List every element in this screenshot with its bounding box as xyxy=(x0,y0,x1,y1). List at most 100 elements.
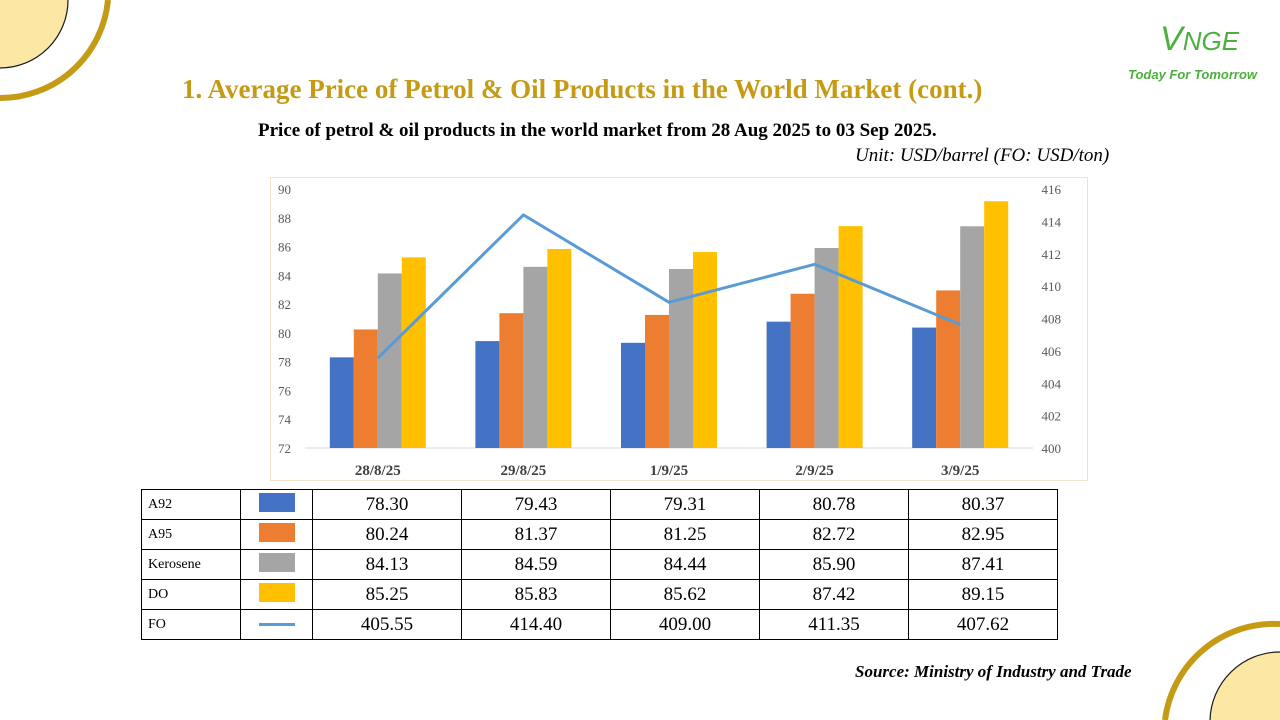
legend-key-cell xyxy=(240,609,313,640)
series-label: FO xyxy=(141,609,241,640)
line-series-fo xyxy=(376,213,961,360)
y-right-tick-label: 408 xyxy=(1042,312,1062,327)
legend-swatch-a95 xyxy=(258,522,295,542)
bar-a95-1 xyxy=(499,313,524,448)
table-cell: 85.83 xyxy=(461,579,611,610)
page-title: 1. Average Price of Petrol & Oil Product… xyxy=(182,74,983,104)
series-label: A92 xyxy=(141,489,241,520)
x-tick-label: 28/8/25 xyxy=(355,463,401,479)
bar-do-0 xyxy=(401,257,426,448)
table-cell: 409.00 xyxy=(610,609,760,640)
y-right-tick-label: 406 xyxy=(1042,344,1062,359)
y-right-tick-label: 410 xyxy=(1042,279,1062,294)
bar-do-1 xyxy=(547,249,572,448)
table-cell: 87.42 xyxy=(759,579,909,610)
table-cell: 85.62 xyxy=(610,579,760,610)
table-cell: 80.78 xyxy=(759,489,909,520)
combo-chart: 72 74 76 78 80 82 84 86 88 90 400 402 404 406 408 410 41… xyxy=(278,182,1062,479)
table-cell: 411.35 xyxy=(759,609,909,640)
table-row: Kerosene 84.13 84.59 84.44 85.90 87.41 xyxy=(141,549,1058,580)
y-right-tick-label: 416 xyxy=(1042,182,1062,197)
y-left-tick-label: 80 xyxy=(278,326,291,341)
y-left-tick-label: 82 xyxy=(278,297,291,312)
table-cell: 85.90 xyxy=(759,549,909,580)
bar-kerosene-1 xyxy=(523,266,548,448)
x-tick-label: 2/9/25 xyxy=(795,463,833,479)
bar-a95-2 xyxy=(645,314,669,448)
x-tick-label: 29/8/25 xyxy=(500,463,546,479)
x-tick-label: 3/9/25 xyxy=(941,463,979,479)
y-right-tick-label: 404 xyxy=(1042,376,1062,391)
y-left-tick-label: 90 xyxy=(278,182,291,197)
bar-kerosene-0 xyxy=(377,273,402,448)
table-cell: 78.30 xyxy=(312,489,462,520)
table-cell: 81.37 xyxy=(461,519,611,550)
series-label: A95 xyxy=(141,519,241,550)
corner-decoration-top-left xyxy=(0,0,111,102)
table-cell: 79.43 xyxy=(461,489,611,520)
table-row: FO 405.55 414.40 409.00 411.35 407.62 xyxy=(141,609,1058,640)
table-cell: 84.59 xyxy=(461,549,611,580)
y-left-tick-label: 88 xyxy=(278,211,291,226)
table-cell: 82.72 xyxy=(759,519,909,550)
legend-key-cell xyxy=(240,579,313,610)
table-cell: 405.55 xyxy=(312,609,462,640)
legend-key-cell xyxy=(240,549,313,580)
y-left-tick-label: 84 xyxy=(278,268,292,283)
bar-do-3 xyxy=(838,226,863,448)
company-logo: VNGE Today For Tomorrow xyxy=(1124,20,1264,90)
bar-do-4 xyxy=(984,201,1009,448)
table-cell: 79.31 xyxy=(610,489,760,520)
table-cell: 84.13 xyxy=(312,549,462,580)
table-cell: 84.44 xyxy=(610,549,760,580)
legend-key-cell xyxy=(240,489,313,520)
legend-key-cell xyxy=(240,519,313,550)
table-cell: 87.41 xyxy=(908,549,1058,580)
series-label: Kerosene xyxy=(141,549,241,580)
table-cell: 82.95 xyxy=(908,519,1058,550)
bar-a95-4 xyxy=(936,290,961,448)
unit-label: Unit: USD/barrel (FO: USD/ton) xyxy=(855,145,1110,166)
table-row: A92 78.30 79.43 79.31 80.78 80.37 xyxy=(141,489,1058,520)
bar-a92-4 xyxy=(912,327,937,448)
y-right-tick-label: 400 xyxy=(1042,441,1062,456)
legend-swatch-fo xyxy=(258,623,295,627)
chart-subtitle: Price of petrol & oil products in the wo… xyxy=(258,120,937,141)
legend-swatch-do xyxy=(258,582,295,602)
corner-decoration-bottom-right xyxy=(1162,620,1280,720)
y-right-tick-label: 412 xyxy=(1042,247,1062,262)
source-note: Source: Ministry of Industry and Trade xyxy=(855,662,1132,681)
table-row: DO 85.25 85.83 85.62 87.42 89.15 xyxy=(141,579,1058,610)
bar-a92-2 xyxy=(621,342,645,448)
table-cell: 81.25 xyxy=(610,519,760,550)
legend-swatch-a92 xyxy=(258,492,295,512)
table-cell: 414.40 xyxy=(461,609,611,640)
data-table: A92 78.30 79.43 79.31 80.78 80.37 A95 80.24 81.3… xyxy=(141,489,1058,640)
y-left-tick-label: 86 xyxy=(278,240,292,255)
y-right-tick-label: 414 xyxy=(1042,214,1062,229)
bar-a92-3 xyxy=(766,321,791,448)
table-cell: 80.37 xyxy=(908,489,1058,520)
bar-a92-0 xyxy=(329,357,354,448)
bar-a92-1 xyxy=(475,341,500,448)
series-label: DO xyxy=(141,579,241,610)
y-left-tick-label: 72 xyxy=(278,441,291,456)
bar-kerosene-4 xyxy=(960,226,985,448)
table-cell: 407.62 xyxy=(908,609,1058,640)
x-tick-label: 1/9/25 xyxy=(650,463,688,479)
y-right-tick-label: 402 xyxy=(1042,409,1062,424)
y-left-tick-label: 76 xyxy=(278,383,292,398)
logo-mark: VNGE xyxy=(1160,20,1240,58)
table-row: A95 80.24 81.37 81.25 82.72 82.95 xyxy=(141,519,1058,550)
y-left-tick-label: 74 xyxy=(278,412,292,427)
table-cell: 80.24 xyxy=(312,519,462,550)
y-left-tick-label: 78 xyxy=(278,355,291,370)
table-cell: 89.15 xyxy=(908,579,1058,610)
bar-kerosene-3 xyxy=(814,247,839,448)
table-cell: 85.25 xyxy=(312,579,462,610)
bar-do-2 xyxy=(693,252,717,448)
chart-area: 72 74 76 78 80 82 84 86 88 90 400 402 404 406 408 410 41… xyxy=(270,177,1088,481)
bar-a95-0 xyxy=(353,329,378,448)
legend-swatch-kerosene xyxy=(258,552,295,572)
bar-a95-3 xyxy=(790,293,815,448)
